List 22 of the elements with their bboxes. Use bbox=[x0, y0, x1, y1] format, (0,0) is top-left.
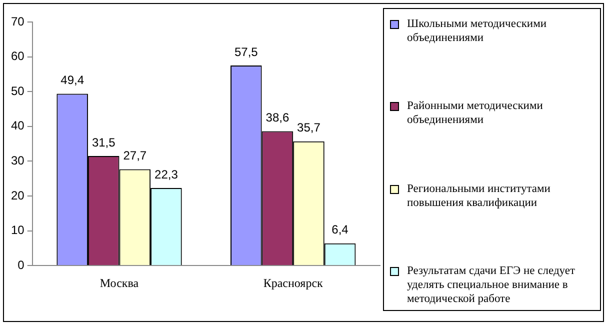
data-label: 38,6 bbox=[266, 110, 290, 125]
data-label: 57,5 bbox=[234, 44, 258, 59]
y-tick-label: 0 bbox=[18, 258, 25, 272]
y-tick-label: 50 bbox=[10, 84, 25, 98]
data-label: 22,3 bbox=[154, 167, 178, 182]
data-label: 49,4 bbox=[60, 73, 84, 87]
y-tick-label: 30 bbox=[10, 154, 25, 168]
y-tick-label: 60 bbox=[10, 49, 25, 64]
data-label: 31,5 bbox=[92, 135, 116, 150]
legend-label: Районными методическими объединениями bbox=[407, 99, 544, 128]
data-label: 27,7 bbox=[123, 148, 147, 163]
x-tick-label: Красноярск bbox=[263, 276, 324, 290]
data-label: 6,4 bbox=[332, 222, 349, 237]
legend-label: Результатам сдачи ЕГЭ не следует уделять специальное внимание в методической работе bbox=[407, 264, 576, 306]
y-tick-label: 10 bbox=[10, 223, 25, 238]
x-tick-label: Москва bbox=[100, 276, 140, 290]
y-tick-label: 40 bbox=[10, 118, 25, 133]
y-tick-label: 70 bbox=[10, 14, 25, 28]
y-tick-label: 20 bbox=[10, 188, 25, 202]
legend-label: Региональными институтами повышения квалификации bbox=[407, 182, 552, 210]
data-label: 35,7 bbox=[297, 120, 321, 135]
legend-label: Школьными методическими объединениями bbox=[407, 17, 548, 45]
